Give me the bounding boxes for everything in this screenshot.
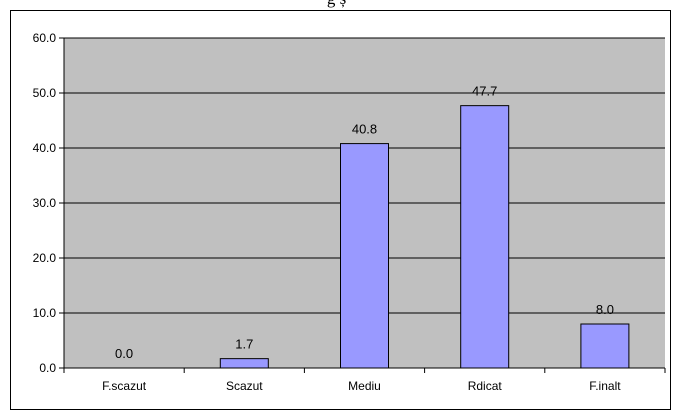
y-tick-label: 50.0 [33, 86, 57, 100]
x-tick-label: Rdicat [468, 379, 503, 393]
bar [340, 143, 389, 369]
bar [580, 323, 630, 369]
y-tick-label: 0.0 [39, 361, 56, 375]
data-label: 8.0 [596, 302, 614, 317]
y-tick-label: 30.0 [33, 196, 57, 210]
cropped-title-text: g ș [0, 0, 673, 9]
bars [219, 105, 630, 369]
x-tick-label: F.scazut [102, 379, 147, 393]
x-axis-tick-labels: F.scazut Scazut Mediu Rdicat F.inalt [102, 379, 621, 393]
y-tick-label: 40.0 [33, 141, 57, 155]
y-tick-label: 60.0 [33, 31, 57, 45]
x-tick-label: Mediu [348, 379, 381, 393]
cropped-chart-title: g ș [0, 0, 673, 10]
data-label: 47.7 [472, 84, 497, 99]
axes [59, 37, 666, 373]
x-tick-label: F.inalt [589, 379, 621, 393]
data-label: 0.0 [115, 346, 133, 361]
data-label: 1.7 [235, 337, 253, 352]
y-axis-tick-labels: 0.0 10.0 20.0 30.0 40.0 50.0 60.0 [33, 31, 57, 375]
data-label: 40.8 [352, 122, 377, 137]
bar [460, 105, 510, 369]
y-tick-label: 20.0 [33, 251, 57, 265]
y-tick-label: 10.0 [33, 306, 57, 320]
data-labels: 0.0 1.7 40.8 47.7 8.0 [115, 84, 614, 361]
bar [219, 358, 269, 369]
x-tick-label: Scazut [226, 379, 263, 393]
